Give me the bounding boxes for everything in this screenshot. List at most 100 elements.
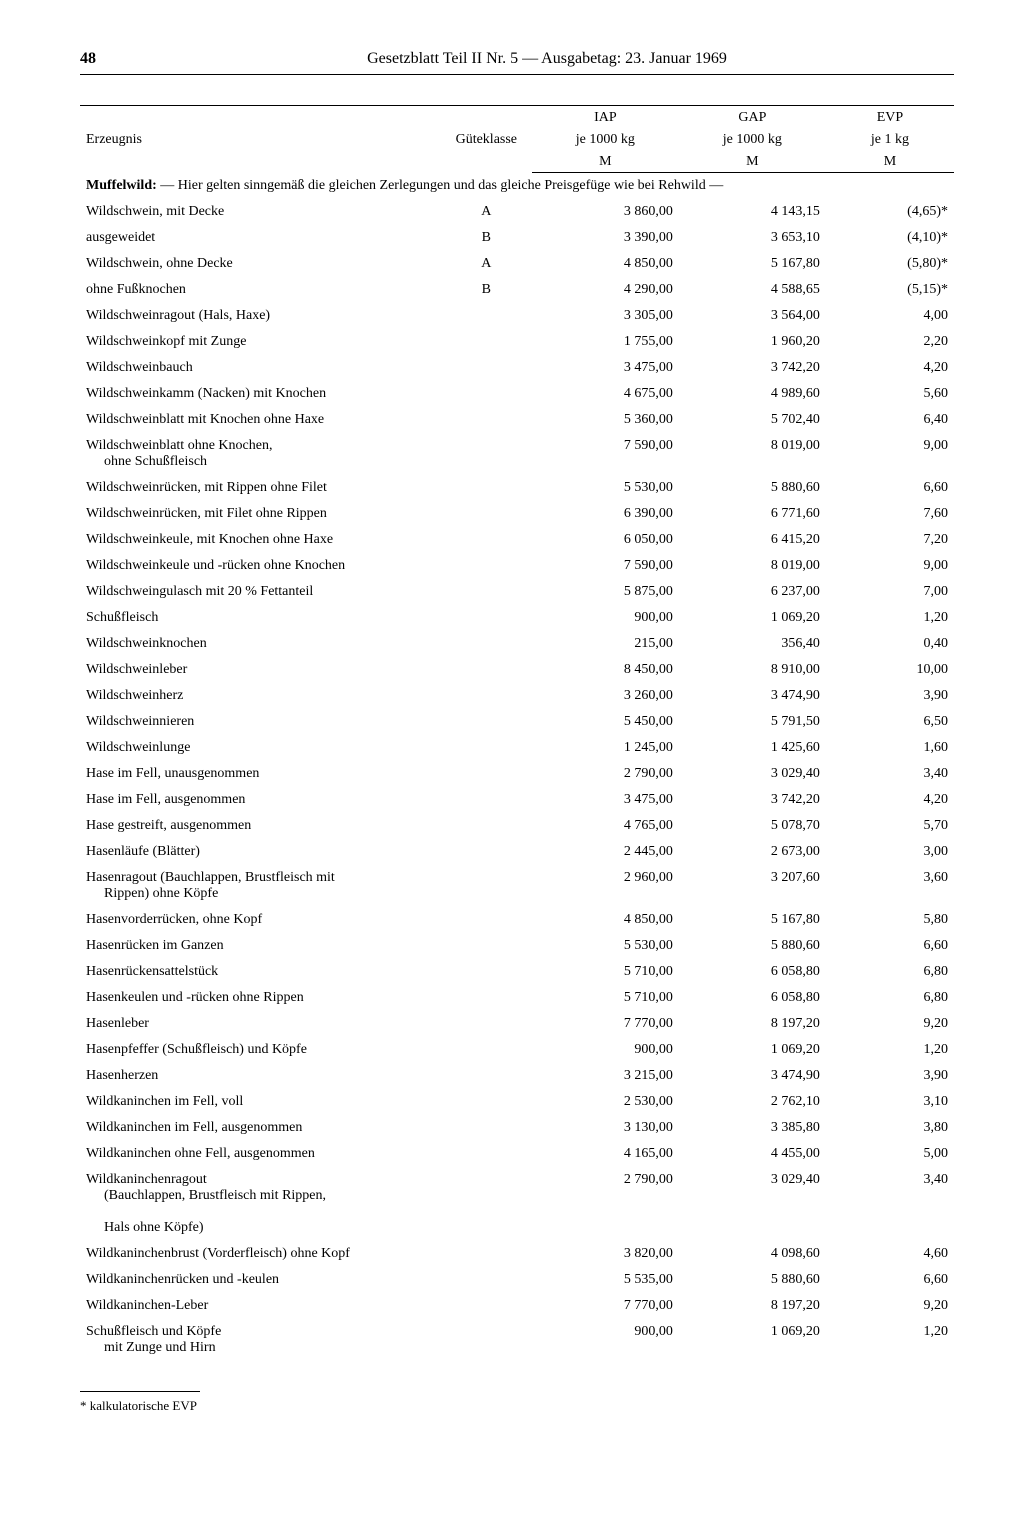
cell-iap: 3 860,00 [532, 199, 679, 225]
table-row: Wildschweingulasch mit 20 % Fettanteil5 … [80, 579, 954, 605]
col-gap-l2: je 1000 kg [679, 128, 826, 150]
cell-evp: 6,50 [826, 709, 954, 735]
price-table: Erzeugnis Güteklasse IAP GAP EVP je 1000… [80, 105, 954, 1361]
col-evp-l1: EVP [826, 106, 954, 129]
table-row: Wildschweinleber8 450,008 910,0010,00 [80, 657, 954, 683]
cell-evp: 3,90 [826, 683, 954, 709]
cell-erzeugnis: Wildschweinkeule, mit Knochen ohne Haxe [80, 527, 441, 553]
cell-iap: 3 215,00 [532, 1063, 679, 1089]
cell-erzeugnis: Wildschweinherz [80, 683, 441, 709]
cell-guteklasse [441, 1293, 532, 1319]
table-row: Hasenleber7 770,008 197,209,20 [80, 1011, 954, 1037]
note-text: — Hier gelten sinngemäß die gleichen Zer… [157, 178, 723, 193]
cell-gap: 5 791,50 [679, 709, 826, 735]
table-row: Wildschweinnieren5 450,005 791,506,50 [80, 709, 954, 735]
cell-iap: 3 820,00 [532, 1241, 679, 1267]
cell-evp: 3,40 [826, 761, 954, 787]
cell-guteklasse [441, 761, 532, 787]
cell-guteklasse [441, 1115, 532, 1141]
cell-gap: 5 078,70 [679, 813, 826, 839]
table-row: Hase im Fell, unausgenommen2 790,003 029… [80, 761, 954, 787]
cell-erzeugnis: Wildkaninchenrücken und -keulen [80, 1267, 441, 1293]
table-row: Wildkaninchenragout(Bauchlappen, Brustfl… [80, 1167, 954, 1241]
cell-iap: 2 960,00 [532, 865, 679, 907]
cell-erzeugnis: Wildschweinragout (Hals, Haxe) [80, 303, 441, 329]
cell-erzeugnis: Wildschweinkeule und -rücken ohne Knoche… [80, 553, 441, 579]
cell-iap: 3 475,00 [532, 355, 679, 381]
cell-gap: 4 455,00 [679, 1141, 826, 1167]
cell-iap: 3 305,00 [532, 303, 679, 329]
cell-gap: 2 762,10 [679, 1089, 826, 1115]
cell-guteklasse [441, 1141, 532, 1167]
table-row: Wildschweinkeule, mit Knochen ohne Haxe6… [80, 527, 954, 553]
cell-guteklasse [441, 683, 532, 709]
footnote-separator [80, 1391, 200, 1392]
cell-iap: 3 390,00 [532, 225, 679, 251]
col-guteklasse: Güteklasse [441, 106, 532, 173]
table-row: Wildschweinblatt mit Knochen ohne Haxe5 … [80, 407, 954, 433]
cell-iap: 4 850,00 [532, 907, 679, 933]
col-erzeugnis: Erzeugnis [80, 106, 441, 173]
cell-evp: 1,20 [826, 1319, 954, 1361]
cell-erzeugnis: Schußfleisch und Köpfemit Zunge und Hirn [80, 1319, 441, 1361]
cell-evp: 6,40 [826, 407, 954, 433]
cell-gap: 5 167,80 [679, 251, 826, 277]
cell-evp: (4,65)* [826, 199, 954, 225]
cell-guteklasse [441, 907, 532, 933]
table-row: Hasenrücken im Ganzen5 530,005 880,606,6… [80, 933, 954, 959]
cell-erzeugnis: Wildschweingulasch mit 20 % Fettanteil [80, 579, 441, 605]
table-row: Wildschweinknochen215,00356,400,40 [80, 631, 954, 657]
cell-guteklasse [441, 709, 532, 735]
cell-evp: 5,60 [826, 381, 954, 407]
cell-guteklasse [441, 501, 532, 527]
cell-gap: 3 742,20 [679, 787, 826, 813]
page-header: 48 Gesetzblatt Teil II Nr. 5 — Ausgabeta… [80, 50, 954, 75]
table-row: Wildkaninchen ohne Fell, ausgenommen4 16… [80, 1141, 954, 1167]
cell-erzeugnis: Wildschweinknochen [80, 631, 441, 657]
cell-gap: 8 910,00 [679, 657, 826, 683]
cell-erzeugnis: Wildkaninchen im Fell, ausgenommen [80, 1115, 441, 1141]
cell-guteklasse [441, 1241, 532, 1267]
cell-erzeugnis: ohne Fußknochen [80, 277, 441, 303]
cell-iap: 5 530,00 [532, 933, 679, 959]
table-row: Hase gestreift, ausgenommen4 765,005 078… [80, 813, 954, 839]
cell-gap: 6 058,80 [679, 959, 826, 985]
table-row: Wildschweinkeule und -rücken ohne Knoche… [80, 553, 954, 579]
cell-iap: 1 245,00 [532, 735, 679, 761]
cell-erzeugnis: Hasenragout (Bauchlappen, Brustfleisch m… [80, 865, 441, 907]
cell-gap: 3 385,80 [679, 1115, 826, 1141]
cell-guteklasse [441, 657, 532, 683]
cell-guteklasse [441, 1011, 532, 1037]
cell-evp: 6,60 [826, 933, 954, 959]
cell-guteklasse [441, 813, 532, 839]
table-row: Hasenläufe (Blätter)2 445,002 673,003,00 [80, 839, 954, 865]
footnote: * kalkulatorische EVP [80, 1398, 954, 1414]
cell-gap: 8 019,00 [679, 553, 826, 579]
table-row: Schußfleisch und Köpfemit Zunge und Hirn… [80, 1319, 954, 1361]
table-row: Hasenherzen3 215,003 474,903,90 [80, 1063, 954, 1089]
cell-erzeugnis: Hase im Fell, unausgenommen [80, 761, 441, 787]
cell-gap: 1 069,20 [679, 1319, 826, 1361]
table-row: Wildschweinrücken, mit Filet ohne Rippen… [80, 501, 954, 527]
cell-gap: 8 197,20 [679, 1293, 826, 1319]
cell-erzeugnis: Schußfleisch [80, 605, 441, 631]
table-row: Wildschweinkamm (Nacken) mit Knochen4 67… [80, 381, 954, 407]
cell-evp: 2,20 [826, 329, 954, 355]
cell-iap: 7 770,00 [532, 1293, 679, 1319]
cell-evp: 9,00 [826, 433, 954, 475]
cell-evp: 3,80 [826, 1115, 954, 1141]
cell-evp: 3,10 [826, 1089, 954, 1115]
cell-iap: 7 770,00 [532, 1011, 679, 1037]
table-row: Wildkaninchen-Leber7 770,008 197,209,20 [80, 1293, 954, 1319]
cell-iap: 7 590,00 [532, 553, 679, 579]
cell-evp: 6,60 [826, 1267, 954, 1293]
table-row: Wildkaninchenrücken und -keulen5 535,005… [80, 1267, 954, 1293]
document-page: 48 Gesetzblatt Teil II Nr. 5 — Ausgabeta… [0, 0, 1024, 1474]
col-iap-l1: IAP [532, 106, 679, 129]
table-row: ohne FußknochenB4 290,004 588,65(5,15)* [80, 277, 954, 303]
cell-gap: 3 029,40 [679, 761, 826, 787]
cell-erzeugnis: Wildschwein, mit Decke [80, 199, 441, 225]
cell-gap: 3 742,20 [679, 355, 826, 381]
cell-evp: 9,20 [826, 1293, 954, 1319]
cell-guteklasse [441, 355, 532, 381]
